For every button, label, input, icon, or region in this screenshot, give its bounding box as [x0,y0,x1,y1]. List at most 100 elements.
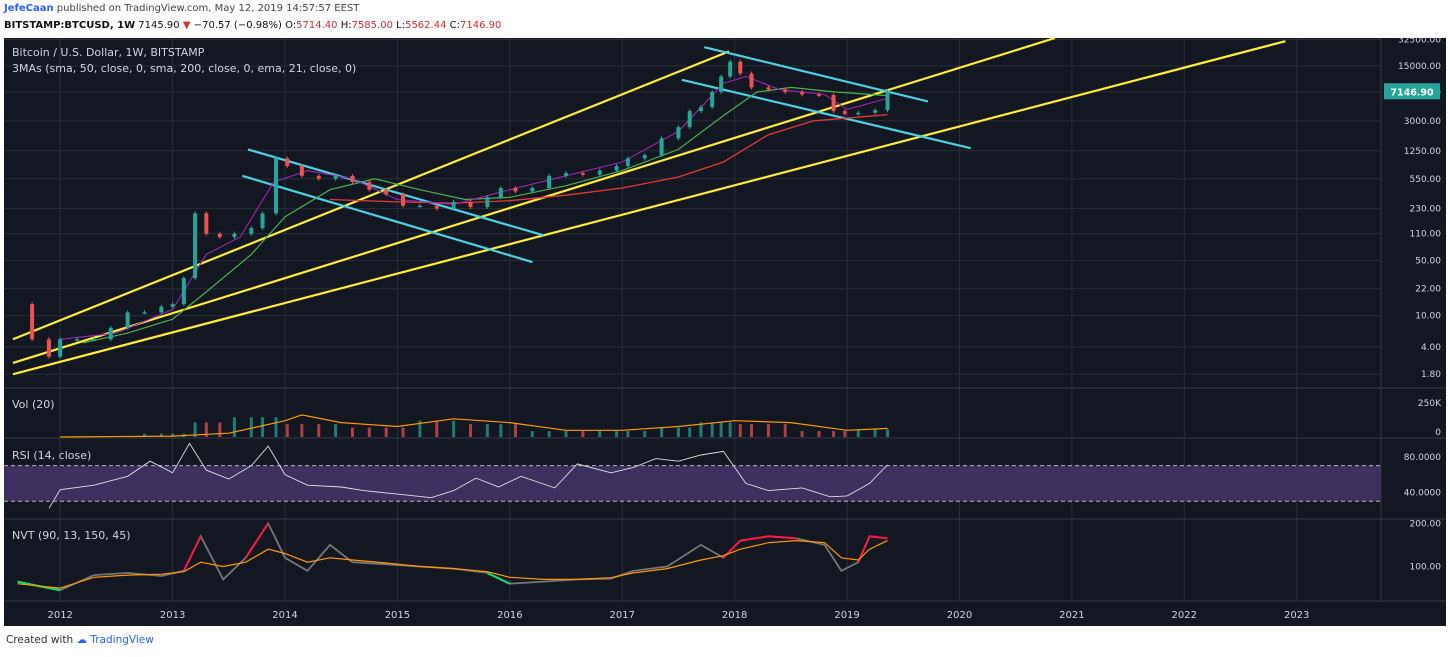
volume-bar [873,429,877,437]
nvt-signal-line [17,539,888,589]
candle-body [434,205,439,209]
rsi-tick-label: 40.0000 [1404,488,1441,498]
x-tick-label: 2016 [497,610,522,621]
rsi-label: RSI (14, close) [12,449,91,462]
x-tick-label: 2020 [947,610,972,621]
volume-bar [581,431,585,437]
candle-body [564,173,569,176]
x-tick-label: 2013 [160,610,185,621]
low-value: 5562.44 [405,20,447,31]
yellow-trendline [12,40,1286,376]
rsi-tick-label: 80.0000 [1404,453,1441,463]
candle-body [108,327,113,340]
created-with-text: Created with [6,634,74,646]
y-tick-label: 22.00 [1415,285,1441,295]
cyan-trendline [247,148,544,237]
volume-bar [800,431,804,437]
candle-body [831,95,836,112]
volume-bar [367,427,371,437]
y-tick-label: 550.00 [1410,175,1442,185]
x-tick-label: 2018 [722,610,747,621]
candle-body [816,94,821,96]
candle-body [873,110,878,113]
volume-bar [418,420,422,437]
volume-bar [817,431,821,437]
candle-body [217,233,222,238]
volume-bar [615,431,619,437]
x-tick-label: 2022 [1172,610,1197,621]
volume-bar [218,422,222,437]
high-value: 7585.00 [351,20,393,31]
candle-body [766,87,771,90]
volume-bar [435,420,439,437]
candle-body [738,61,743,74]
nvt-tick-label: 200.00 [1410,519,1442,529]
volume-bar [261,417,265,437]
candle-body [170,304,175,307]
y-tick-label: 1250.00 [1404,147,1441,157]
volume-bar [547,431,551,437]
candle-body [75,339,80,341]
volume-label: Vol (20) [12,398,55,411]
volume-bar [401,427,405,437]
nvt-tick-label: 100.00 [1410,562,1442,572]
volume-bar [300,424,304,437]
volume-bar [719,422,723,437]
candle-body [232,233,237,238]
open-value: 5714.40 [296,20,338,31]
x-tick-label: 2021 [1059,610,1084,621]
candle-body [142,312,147,314]
candle-body [451,201,456,209]
ema21-line [60,75,888,340]
ohlc-summary: BITSTAMP:BTCUSD, 1W 7145.90 ▼ −70.57 (−0… [4,20,501,31]
nvt-highlight [740,535,769,542]
chart-title: Bitcoin / U.S. Dollar, 1W, BITSTAMP [12,46,205,59]
candle-body [249,228,254,234]
y-tick-label: 1.80 [1421,370,1441,380]
candle-body [159,306,164,313]
x-tick-label: 2015 [385,610,410,621]
candle-body [885,91,890,111]
candle-body [181,278,186,305]
volume-tick-label: 250K [1418,399,1442,409]
candle-body [367,182,372,190]
candle-body [547,175,552,189]
volume-ma-line [60,414,888,438]
volume-bar [485,424,489,437]
candle-body [687,111,692,128]
volume-bar [285,424,289,437]
volume-bar [660,427,664,437]
axes: 2012 2013 2014 2015 2016 2017 2018 2019 2020 2021… [4,38,1446,621]
volume-bar [193,422,197,437]
candle-body [401,194,406,206]
nvt-label: NVT (90, 13, 150, 45) [12,529,131,542]
candle-body [285,158,290,167]
candle-body [46,339,51,357]
candle-body [749,73,754,88]
publish-info: JefeCaan published on TradingView.com, M… [4,3,359,14]
nvt-highlight [182,535,202,572]
tradingview-brand[interactable]: TradingView [90,634,154,646]
volume-bar [710,422,714,437]
y-tick-label: 15000.00 [1398,62,1441,72]
price-change: −70.57 (−0.98%) [193,20,282,31]
x-tick-label: 2012 [47,610,72,621]
high-label: H: [340,20,352,31]
down-triangle-icon: ▼ [182,20,191,31]
candle-body [800,91,805,95]
candle-body [597,170,602,175]
volume-bar [676,427,680,437]
rsi-band [4,465,1381,502]
y-tick-label: 10.00 [1415,312,1441,322]
volume-bar [699,422,703,437]
volume-bar [738,424,742,437]
volume-bar [468,424,472,437]
rsi-line [48,442,888,509]
price-chart[interactable]: 2012 2013 2014 2015 2016 2017 2018 2019 2020 2021… [4,38,1446,626]
author-name[interactable]: JefeCaan [4,3,54,14]
volume-bar [783,424,787,437]
y-tick-label: 32500.00 [1398,38,1441,46]
candle-body [698,107,703,112]
x-tick-label: 2023 [1284,610,1309,621]
candle-body [614,166,619,171]
